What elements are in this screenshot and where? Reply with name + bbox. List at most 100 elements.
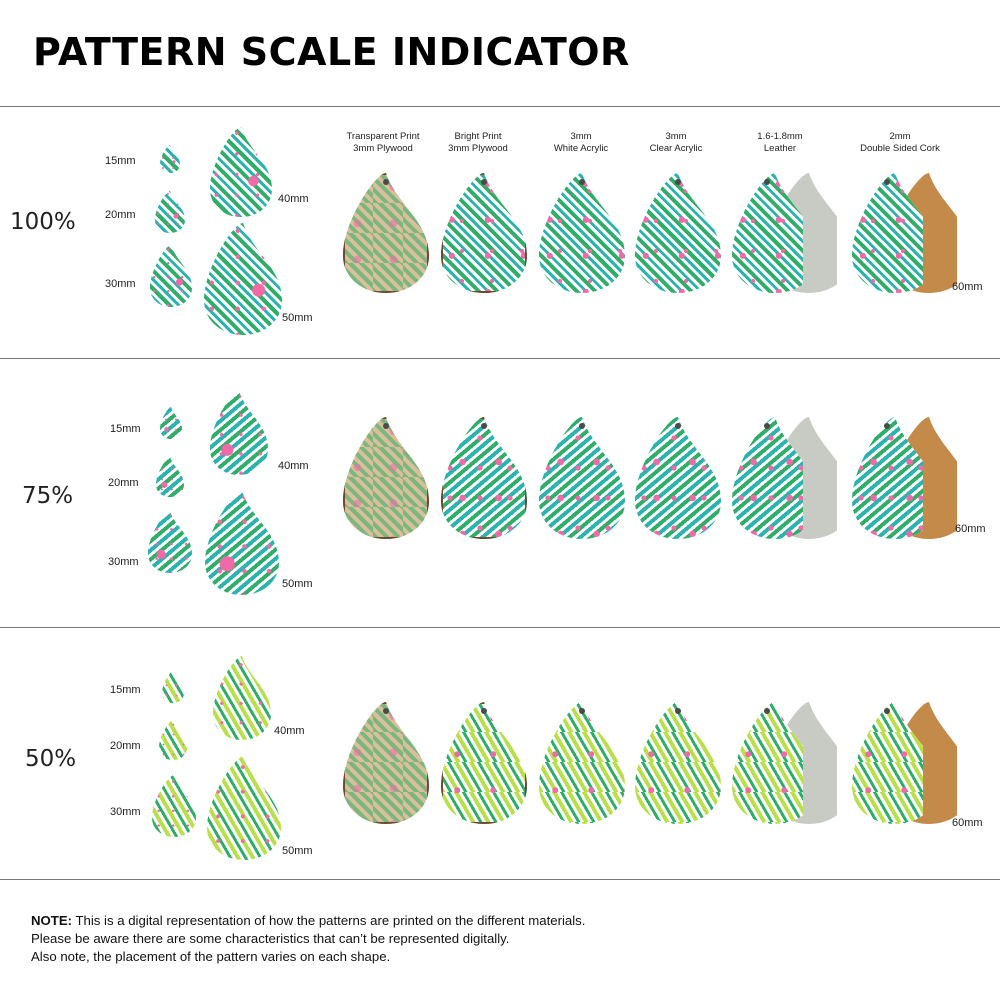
- material-drop-cork: [852, 173, 978, 293]
- hole-icon: [764, 708, 771, 714]
- material-front-drop: [343, 417, 429, 539]
- material-front-drop: [539, 417, 625, 539]
- size-label-50mm: 50mm: [282, 312, 313, 324]
- hole-icon: [884, 423, 891, 429]
- size-sample-drop-30mm: [152, 775, 196, 837]
- material-front-drop: [343, 173, 429, 293]
- material-front-drop: [539, 702, 625, 824]
- size-label-30mm: 30mm: [108, 556, 139, 568]
- size-sample-drop-50mm: [207, 756, 281, 860]
- drop-size-label: 60mm: [952, 817, 983, 829]
- size-label-20mm: 20mm: [105, 209, 136, 221]
- material-drop-cork: [852, 417, 978, 539]
- size-sample-drop-20mm: [155, 191, 185, 233]
- material-drop-white-acrylic: [539, 702, 665, 824]
- size-sample-drop-40mm: [210, 391, 268, 475]
- material-drop-leather: [732, 173, 858, 293]
- size-sample-drop-20mm: [156, 457, 184, 497]
- material-header-bright-plywood: Bright Print 3mm Plywood: [448, 131, 508, 154]
- material-drop-leather: [732, 702, 858, 824]
- material-header-cork: 2mm Double Sided Cork: [860, 131, 940, 154]
- hole-icon: [764, 423, 771, 429]
- hole-icon: [383, 179, 389, 185]
- material-drop-transparent-plywood: [343, 702, 469, 824]
- hole-icon: [884, 708, 891, 714]
- size-label-30mm: 30mm: [105, 278, 136, 290]
- hole-icon: [481, 708, 487, 714]
- drop-size-label: 60mm: [952, 281, 983, 293]
- scale-section-50: 50% 15mm 20mm 30mm 40mm 50mm 60mm: [0, 628, 1000, 879]
- scale-label: 100%: [10, 209, 76, 235]
- divider-2: [0, 627, 1000, 628]
- material-drop-white-acrylic: [539, 417, 665, 539]
- size-sample-drop-40mm: [210, 127, 272, 217]
- material-front-drop: [343, 702, 429, 824]
- hole-icon: [383, 708, 389, 714]
- drop-size-label: 60mm: [955, 523, 986, 535]
- scale-section-100: 100% 15mm 20mm 30mm 40mm 50mm 60mm: [0, 107, 1000, 358]
- size-sample-drop-20mm: [159, 720, 187, 760]
- material-front-drop: [441, 417, 527, 539]
- divider-bottom: [0, 879, 1000, 880]
- material-header-white-acrylic: 3mm White Acrylic: [553, 131, 609, 154]
- size-label-50mm: 50mm: [282, 845, 313, 857]
- material-drop-bright-plywood: [441, 702, 567, 824]
- material-header-clear-acrylic: 3mm Clear Acrylic: [649, 131, 703, 154]
- material-drop-leather: [732, 417, 858, 539]
- hole-icon: [481, 423, 487, 429]
- material-drop-transparent-plywood: [343, 417, 469, 539]
- material-front-drop: [441, 173, 527, 293]
- size-label-40mm: 40mm: [278, 460, 309, 472]
- size-label-20mm: 20mm: [110, 740, 141, 752]
- size-sample-drop-50mm: [204, 223, 282, 335]
- note-line-3: Also note, the placement of the pattern …: [31, 949, 391, 964]
- hole-icon: [383, 423, 389, 429]
- note-line-1: This is a digital representation of how …: [72, 913, 586, 928]
- material-drop-clear-acrylic: [635, 417, 761, 539]
- size-sample-drop-40mm: [213, 656, 271, 740]
- material-front-drop: [539, 173, 625, 293]
- size-sample-drop-30mm: [148, 511, 192, 573]
- hole-icon: [675, 708, 681, 714]
- material-drop-bright-plywood: [441, 417, 567, 539]
- page-title: PATTERN SCALE INDICATOR: [33, 30, 630, 74]
- material-header-transparent-plywood: Transparent Print 3mm Plywood: [346, 131, 420, 154]
- size-sample-drop-50mm: [205, 491, 279, 595]
- material-drop-white-acrylic: [539, 173, 665, 293]
- material-drop-clear-acrylic: [635, 702, 761, 824]
- material-drop-bright-plywood: [441, 173, 567, 293]
- material-front-drop: [635, 702, 721, 824]
- hole-icon: [579, 423, 585, 429]
- hole-icon: [579, 179, 585, 185]
- material-front-drop: [441, 702, 527, 824]
- note-text: NOTE: This is a digital representation o…: [31, 912, 585, 966]
- material-drop-transparent-plywood: [343, 173, 469, 293]
- size-label-20mm: 20mm: [108, 477, 139, 489]
- size-label-15mm: 15mm: [110, 423, 141, 435]
- material-front-drop: [635, 417, 721, 539]
- material-front-drop: [635, 173, 721, 293]
- size-sample-drop-15mm: [162, 671, 184, 703]
- hole-icon: [579, 708, 585, 714]
- hole-icon: [481, 179, 487, 185]
- size-sample-drop-15mm: [160, 145, 180, 173]
- size-label-15mm: 15mm: [105, 155, 136, 167]
- divider-1: [0, 358, 1000, 359]
- hole-icon: [884, 179, 891, 185]
- scale-section-75: 75% 15mm 20mm 30mm 40mm 50mm 60mm: [0, 359, 1000, 627]
- hole-icon: [675, 179, 681, 185]
- material-drop-clear-acrylic: [635, 173, 761, 293]
- size-label-40mm: 40mm: [274, 725, 305, 737]
- size-label-15mm: 15mm: [110, 684, 141, 696]
- note-label: NOTE:: [31, 913, 73, 928]
- divider-top: [0, 106, 1000, 107]
- size-label-30mm: 30mm: [110, 806, 141, 818]
- scale-label: 75%: [22, 483, 74, 509]
- hole-icon: [675, 423, 681, 429]
- size-label-50mm: 50mm: [282, 578, 313, 590]
- size-sample-drop-15mm: [160, 407, 182, 439]
- note-line-2: Please be aware there are some character…: [31, 931, 510, 946]
- size-label-40mm: 40mm: [278, 193, 309, 205]
- scale-label: 50%: [25, 746, 77, 772]
- hole-icon: [764, 179, 771, 185]
